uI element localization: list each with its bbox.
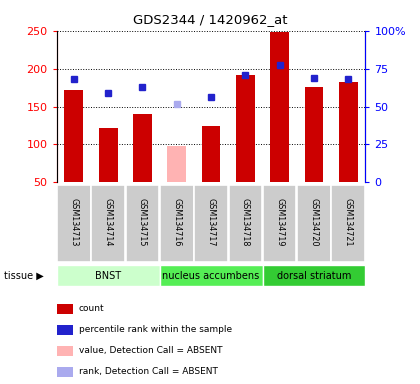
Text: value, Detection Call = ABSENT: value, Detection Call = ABSENT [79, 346, 223, 355]
Bar [57, 265, 160, 286]
Bar [339, 81, 358, 182]
Bar [194, 185, 228, 262]
Bar [160, 185, 194, 262]
Bar [91, 185, 125, 262]
Text: percentile rank within the sample: percentile rank within the sample [79, 325, 232, 334]
Bar [202, 126, 220, 182]
Text: GSM134721: GSM134721 [344, 198, 353, 247]
Text: GSM134720: GSM134720 [310, 198, 318, 247]
Text: nucleus accumbens: nucleus accumbens [163, 270, 260, 281]
Bar [331, 185, 365, 262]
Bar [160, 265, 262, 286]
Bar [263, 185, 297, 262]
Text: count: count [79, 304, 105, 313]
Bar [236, 75, 255, 182]
Bar [57, 185, 91, 262]
Text: GSM134713: GSM134713 [69, 198, 79, 246]
Text: rank, Detection Call = ABSENT: rank, Detection Call = ABSENT [79, 367, 218, 376]
Bar [304, 87, 323, 182]
Text: GSM134717: GSM134717 [207, 198, 215, 247]
Bar [64, 90, 83, 182]
Bar [262, 265, 365, 286]
Text: GSM134714: GSM134714 [104, 198, 113, 246]
Bar [228, 185, 262, 262]
Bar [99, 128, 118, 182]
Bar [126, 185, 159, 262]
Text: dorsal striatum: dorsal striatum [277, 270, 351, 281]
Text: GSM134716: GSM134716 [172, 198, 181, 246]
Bar [297, 185, 331, 262]
Bar [133, 114, 152, 182]
Text: GSM134715: GSM134715 [138, 198, 147, 247]
Text: BNST: BNST [95, 270, 121, 281]
Text: GSM134719: GSM134719 [275, 198, 284, 247]
Text: GSM134718: GSM134718 [241, 198, 250, 246]
Text: tissue ▶: tissue ▶ [4, 270, 44, 281]
Bar [167, 146, 186, 182]
Bar [270, 32, 289, 182]
Text: GDS2344 / 1420962_at: GDS2344 / 1420962_at [133, 13, 287, 26]
